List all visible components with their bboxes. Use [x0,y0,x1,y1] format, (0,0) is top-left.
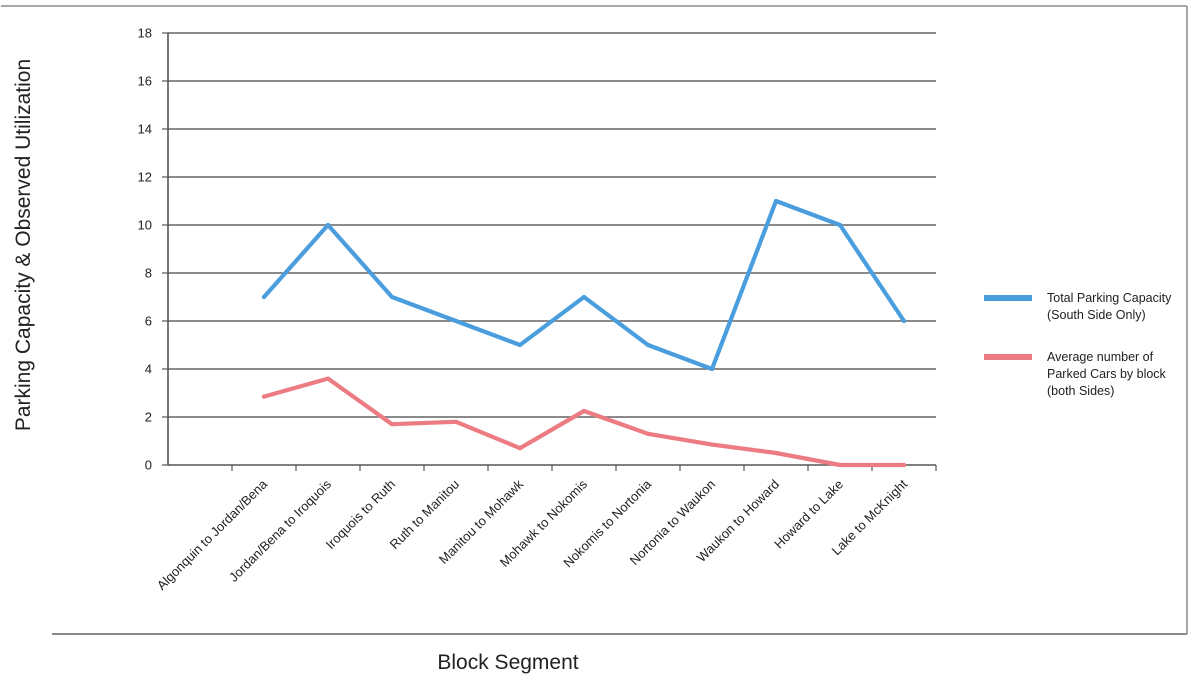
y-tick-label: 0 [145,458,152,473]
data-point [326,377,330,381]
legend-label: (both Sides) [1047,384,1114,398]
data-point [454,420,458,424]
data-point [326,223,330,227]
data-point [262,395,266,399]
legend-label: Average number of [1047,350,1154,364]
data-point [710,367,714,371]
data-point [582,409,586,413]
legend-label: (South Side Only) [1047,308,1146,322]
data-point [518,446,522,450]
data-point [902,463,906,467]
data-point [454,319,458,323]
y-axis-title: Parking Capacity & Observed Utilization [12,59,35,431]
data-point [582,295,586,299]
data-point [710,443,714,447]
y-tick-label: 12 [138,170,152,185]
data-point [646,343,650,347]
data-point [774,451,778,455]
y-tick-label: 4 [145,362,152,377]
y-tick-label: 10 [138,218,152,233]
y-tick-label: 14 [138,122,152,137]
data-point [646,432,650,436]
y-tick-label: 16 [138,74,152,89]
data-point [838,463,842,467]
y-tick-label: 6 [145,314,152,329]
data-point [774,199,778,203]
data-point [902,319,906,323]
x-axis-title: Block Segment [437,651,578,674]
y-tick-label: 2 [145,410,152,425]
legend-label: Parked Cars by block [1047,367,1167,381]
data-point [390,422,394,426]
data-point [838,223,842,227]
y-tick-label: 8 [145,266,152,281]
y-tick-label: 18 [138,26,152,41]
data-point [390,295,394,299]
data-point [518,343,522,347]
data-point [262,295,266,299]
legend-label: Total Parking Capacity [1047,291,1172,305]
